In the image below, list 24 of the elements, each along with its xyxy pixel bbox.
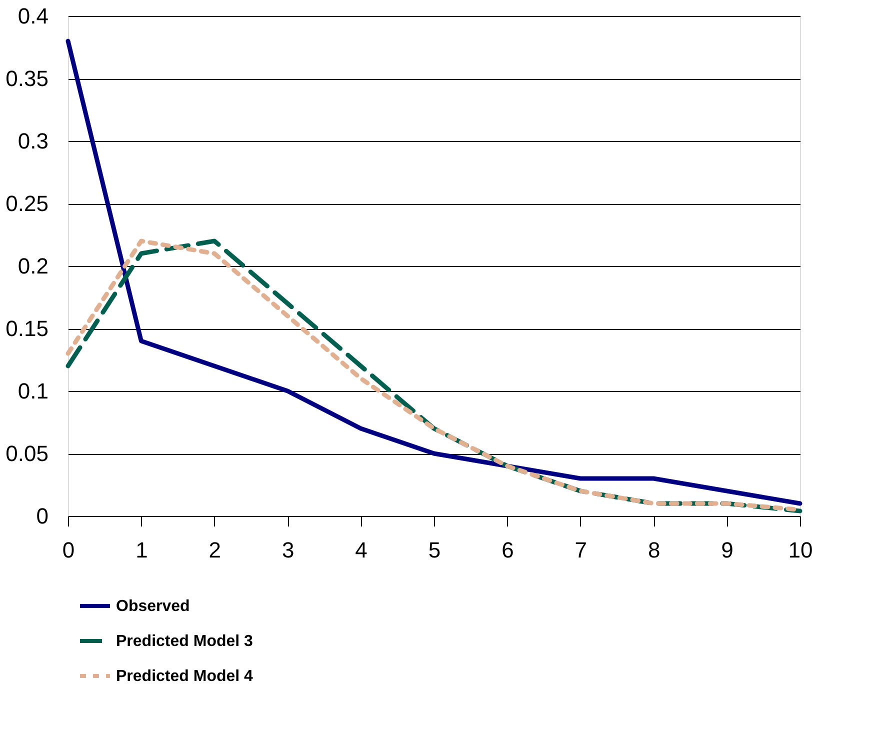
- x-tick-label: 8: [648, 538, 660, 562]
- y-tick-label: 0.25: [6, 191, 48, 216]
- x-tick-label: 4: [355, 538, 368, 562]
- y-tick-label: 0.3: [18, 128, 48, 154]
- x-tick-label: 0: [62, 538, 75, 562]
- y-tick-label: 0.1: [18, 378, 48, 404]
- y-tick-label: 0.15: [6, 316, 48, 341]
- legend-label: Predicted Model 3: [116, 633, 254, 650]
- legend-label: Predicted Model 4: [116, 668, 254, 685]
- x-tick-label: 10: [788, 538, 813, 562]
- x-tick-label: 7: [574, 538, 588, 562]
- line-series: [66, 38, 802, 506]
- y-tick-label: 0.2: [18, 254, 48, 278]
- y-tick-label: 0.05: [6, 441, 48, 466]
- y-tick-label: 0.35: [6, 66, 48, 91]
- legend-label: Observed: [116, 598, 190, 615]
- x-tick-label: 2: [208, 538, 222, 562]
- x-tick-label: 5: [428, 538, 441, 562]
- x-tick-label: 6: [502, 538, 514, 562]
- y-tick-label: 0.4: [18, 4, 48, 28]
- y-tick-label: 0: [36, 504, 48, 528]
- x-tick-label: 3: [282, 538, 294, 562]
- x-tick-label: 1: [136, 538, 148, 562]
- x-tick-label: 9: [721, 538, 734, 562]
